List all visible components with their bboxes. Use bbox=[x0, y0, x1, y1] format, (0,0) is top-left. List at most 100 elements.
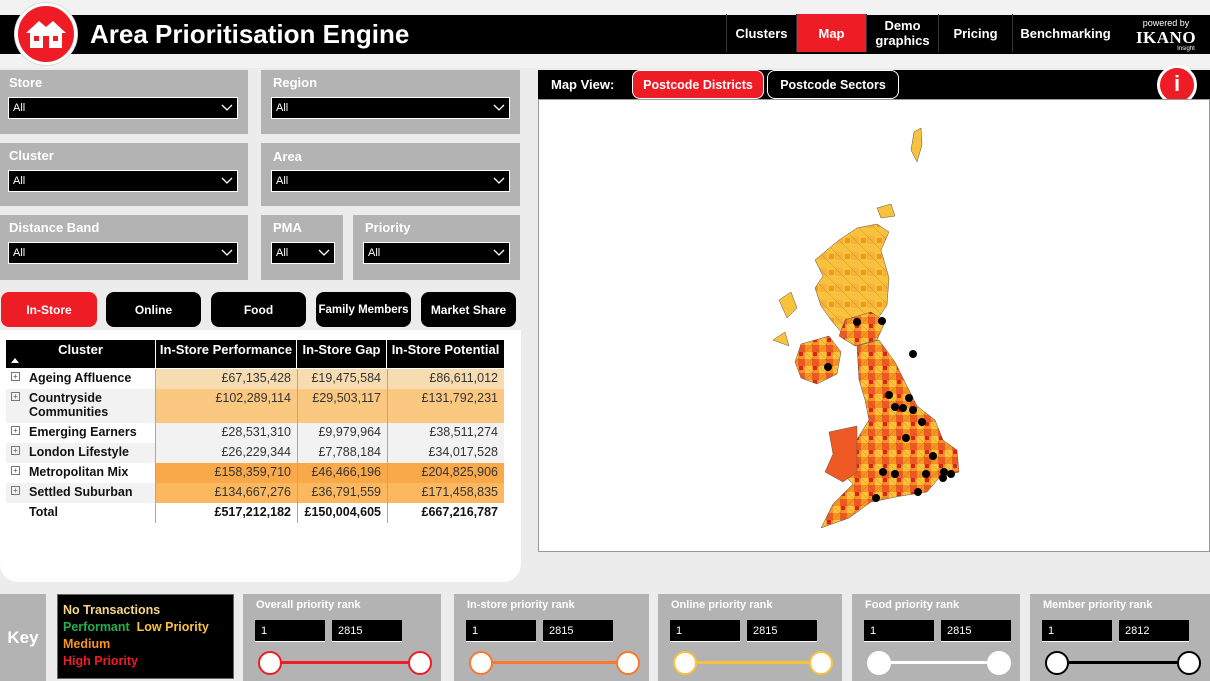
cluster-name: Emerging Earners bbox=[29, 425, 137, 439]
member-priority-rank: Member priority rank 1 2812 bbox=[1030, 594, 1210, 681]
powered-by-logo: powered by IKANO Insight bbox=[1122, 15, 1210, 54]
table-row[interactable]: + Countryside Communities £102,289,114 £29,… bbox=[6, 389, 504, 423]
rank-max-input[interactable]: 2815 bbox=[543, 620, 613, 642]
rank-min-input[interactable]: 1 bbox=[864, 620, 934, 642]
gap-cell: £46,466,196 bbox=[297, 463, 387, 483]
chevron-down-icon bbox=[221, 177, 233, 184]
legend-high-priority: High Priority bbox=[63, 654, 139, 668]
gap-cell: £9,979,964 bbox=[297, 423, 387, 443]
rank-slider-min-handle[interactable] bbox=[258, 651, 282, 675]
tab-market-share[interactable]: Market Share bbox=[421, 292, 516, 327]
brand-name: IKANO bbox=[1135, 28, 1197, 47]
tab-online[interactable]: Online bbox=[106, 292, 201, 327]
sort-ascending-icon bbox=[11, 358, 19, 363]
area-select[interactable]: All bbox=[271, 170, 510, 192]
total-performance: £517,212,182 bbox=[214, 505, 291, 519]
performance-cell: £158,359,710 bbox=[156, 463, 297, 483]
expand-icon[interactable]: + bbox=[11, 392, 20, 401]
chevron-down-icon bbox=[493, 249, 505, 256]
rank-min-input[interactable]: 1 bbox=[1042, 620, 1112, 642]
chevron-down-icon bbox=[221, 104, 233, 111]
column-header-cluster-text: Cluster bbox=[58, 342, 103, 357]
rank-max-input[interactable]: 2815 bbox=[332, 620, 402, 642]
expand-icon[interactable]: + bbox=[11, 466, 20, 475]
region-select-value: All bbox=[276, 102, 289, 114]
uk-map[interactable] bbox=[538, 99, 1210, 552]
cluster-filter-label: Cluster bbox=[9, 148, 54, 163]
cluster-select[interactable]: All bbox=[8, 170, 238, 192]
cluster-filter: Cluster All bbox=[0, 143, 248, 206]
cluster-name: London Lifestyle bbox=[29, 445, 129, 459]
region-filter-label: Region bbox=[273, 75, 318, 90]
nav-clusters[interactable]: Clusters bbox=[726, 14, 796, 52]
expand-icon[interactable]: + bbox=[11, 446, 20, 455]
expand-icon[interactable]: + bbox=[11, 372, 20, 381]
key-label: Key bbox=[0, 594, 46, 681]
rank-slider-max-handle[interactable] bbox=[1177, 651, 1201, 675]
rank-slider-min-handle[interactable] bbox=[1045, 651, 1069, 675]
rank-slider-max-handle[interactable] bbox=[987, 651, 1011, 675]
tab-family-members[interactable]: Family Members bbox=[316, 292, 411, 327]
rank-min-input[interactable]: 1 bbox=[255, 620, 325, 642]
table-row[interactable]: + Ageing Affluence £67,135,428 £19,475,584 £… bbox=[6, 369, 504, 389]
region-select[interactable]: All bbox=[271, 97, 510, 119]
performance-cell: £28,531,310 bbox=[156, 423, 297, 443]
column-divider bbox=[387, 369, 388, 523]
column-divider bbox=[155, 369, 156, 523]
tab-food[interactable]: Food bbox=[211, 292, 306, 327]
nav-map[interactable]: Map bbox=[796, 14, 866, 52]
tab-postcode-districts[interactable]: Postcode Districts bbox=[632, 70, 764, 99]
table-row[interactable]: + Emerging Earners £28,531,310 £9,979,964 £3… bbox=[6, 423, 504, 443]
rank-slider-track[interactable] bbox=[682, 661, 816, 664]
distance-band-select[interactable]: All bbox=[8, 242, 238, 264]
rank-slider-track[interactable] bbox=[478, 661, 623, 664]
rank-max-input[interactable]: 2815 bbox=[941, 620, 1011, 642]
store-select[interactable]: All bbox=[8, 97, 238, 119]
nav-demographics[interactable]: Demo graphics bbox=[866, 14, 938, 52]
rank-label: Food priority rank bbox=[865, 599, 960, 611]
app-title: Area Prioritisation Engine bbox=[90, 19, 410, 49]
rank-slider-track[interactable] bbox=[267, 661, 415, 664]
potential-cell: £204,825,906 bbox=[387, 463, 504, 483]
priority-select[interactable]: All bbox=[363, 242, 510, 264]
nav-pricing[interactable]: Pricing bbox=[938, 14, 1012, 52]
rank-slider-max-handle[interactable] bbox=[408, 651, 432, 675]
expand-icon[interactable]: + bbox=[11, 486, 20, 495]
rank-slider-max-handle[interactable] bbox=[616, 651, 640, 675]
region-filter: Region All bbox=[261, 70, 520, 134]
info-icon[interactable]: i bbox=[1157, 65, 1197, 105]
column-header-potential[interactable]: In-Store Potential bbox=[391, 342, 500, 357]
rank-slider-max-handle[interactable] bbox=[809, 651, 833, 675]
tab-in-store[interactable]: In-Store bbox=[1, 292, 97, 327]
overall-priority-rank: Overall priority rank 1 2815 bbox=[243, 594, 441, 681]
nav-benchmarking[interactable]: Benchmarking bbox=[1012, 14, 1118, 52]
table-row[interactable]: + Metropolitan Mix £158,359,710 £46,466,196… bbox=[6, 463, 504, 483]
rank-slider-min-handle[interactable] bbox=[469, 651, 493, 675]
rank-max-input[interactable]: 2812 bbox=[1119, 620, 1189, 642]
rank-max-input[interactable]: 2815 bbox=[747, 620, 817, 642]
rank-min-input[interactable]: 1 bbox=[466, 620, 536, 642]
rank-slider-track[interactable] bbox=[876, 661, 994, 664]
online-priority-rank: Online priority rank 1 2815 bbox=[658, 594, 842, 681]
column-header-cluster[interactable]: Cluster bbox=[6, 340, 156, 368]
table-row[interactable]: + London Lifestyle £26,229,344 £7,788,184 £3… bbox=[6, 443, 504, 463]
priority-filter: Priority All bbox=[353, 215, 520, 280]
map-region-wales bbox=[824, 425, 858, 483]
expand-icon[interactable]: + bbox=[11, 426, 20, 435]
table-row[interactable]: + Settled Suburban £134,667,276 £36,791,559… bbox=[6, 483, 504, 503]
house-logo-icon bbox=[15, 3, 77, 65]
priority-filter-label: Priority bbox=[365, 220, 411, 235]
pma-select[interactable]: All bbox=[271, 242, 335, 264]
priority-legend: No Transactions Performant Low Priority … bbox=[57, 594, 234, 679]
pma-filter: PMA All bbox=[261, 215, 343, 280]
potential-cell: £131,792,231 bbox=[387, 389, 504, 423]
rank-slider-min-handle[interactable] bbox=[673, 651, 697, 675]
rank-slider-track[interactable] bbox=[1054, 661, 1184, 664]
column-header-gap[interactable]: In-Store Gap bbox=[297, 340, 387, 368]
rank-min-input[interactable]: 1 bbox=[670, 620, 740, 642]
uk-map-svg bbox=[772, 127, 960, 529]
tab-postcode-sectors[interactable]: Postcode Sectors bbox=[767, 70, 899, 99]
column-header-performance[interactable]: In-Store Performance bbox=[156, 340, 297, 368]
priority-select-value: All bbox=[368, 247, 381, 259]
rank-slider-min-handle[interactable] bbox=[867, 651, 891, 675]
